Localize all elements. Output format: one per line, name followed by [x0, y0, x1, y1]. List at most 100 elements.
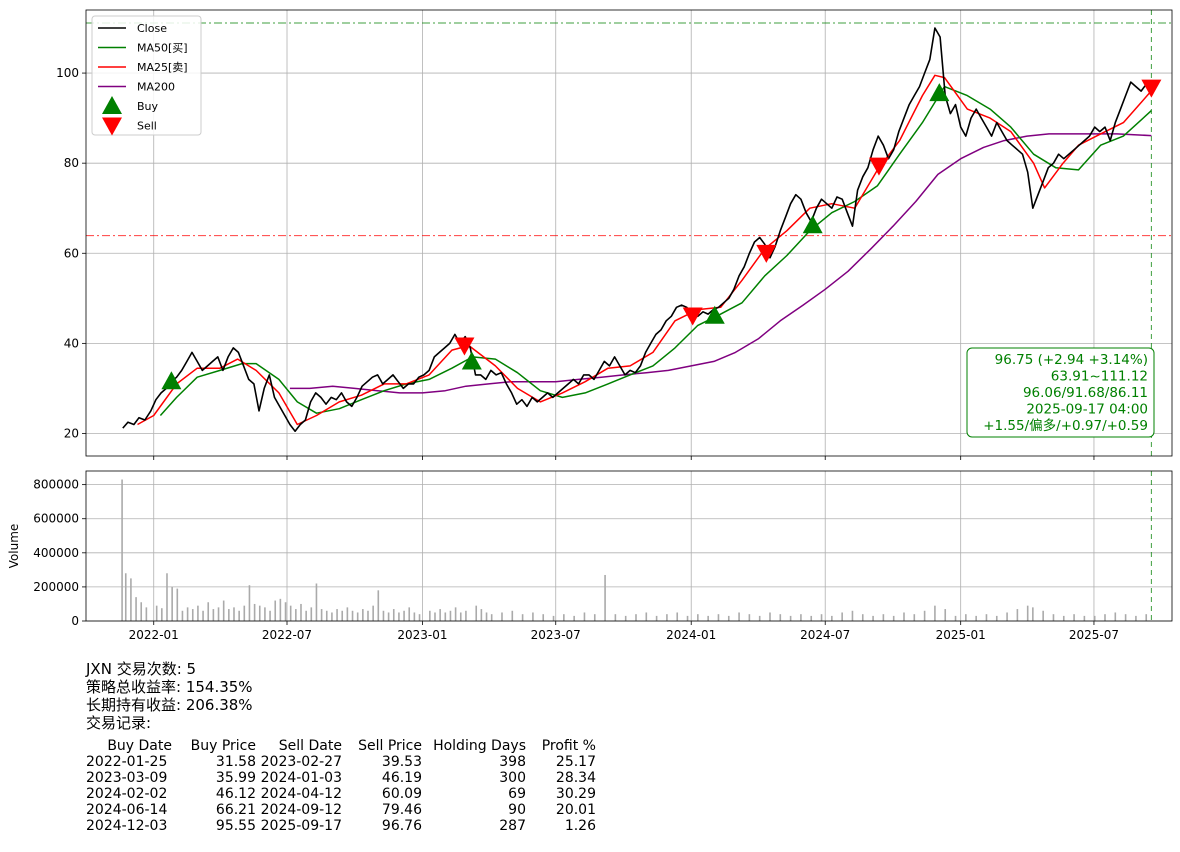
- volume-bar: [604, 574, 606, 621]
- volume-bar: [207, 602, 210, 621]
- volume-bar: [305, 610, 307, 621]
- volume-bar: [779, 614, 782, 621]
- volume-bar: [789, 615, 792, 621]
- records-title: 交易记录:: [86, 714, 152, 732]
- volume-bar: [1145, 614, 1148, 621]
- volume-bar: [872, 615, 874, 621]
- volume-bar: [279, 598, 282, 621]
- info-box-frame: [966, 347, 1155, 438]
- volume-bar: [444, 612, 447, 621]
- volume-bar: [1006, 612, 1008, 621]
- volume-bar: [1042, 610, 1044, 621]
- volume-bar: [387, 612, 390, 621]
- volume-bar: [1052, 614, 1055, 621]
- volume-bar: [697, 614, 699, 621]
- volume-bar: [325, 610, 328, 621]
- volume-bar: [748, 614, 751, 621]
- volume-bar: [248, 585, 251, 621]
- trade-cell: 1.26: [564, 818, 596, 834]
- trade-cell: 2024-04-12: [260, 786, 342, 802]
- trade-cell: 69: [508, 786, 526, 802]
- volume-bar: [145, 607, 148, 621]
- volume-bar: [1062, 615, 1065, 621]
- volume-bar: [140, 602, 143, 621]
- volume-bar: [367, 610, 369, 621]
- volume-bar: [655, 615, 658, 621]
- trade-cell: 90: [508, 802, 526, 818]
- volume-bar: [583, 612, 586, 621]
- info-box-line: 96.06/91.68/86.11: [1023, 385, 1148, 401]
- trade-cell: 39.53: [381, 754, 422, 770]
- volume-bar: [769, 612, 771, 621]
- volume-bar: [965, 614, 967, 621]
- sell-marker: [868, 157, 889, 176]
- buy-marker: [929, 83, 950, 102]
- volume-bar: [243, 605, 246, 621]
- volume-bar: [197, 605, 199, 621]
- volume-bar: [253, 603, 256, 621]
- volume-bar: [995, 615, 998, 621]
- volume-bar: [1114, 612, 1117, 621]
- trade-cell: 96.76: [381, 818, 422, 834]
- volume-bar: [944, 609, 947, 621]
- volume-bar: [645, 612, 648, 621]
- volume-bar: [336, 609, 338, 621]
- volume-bar: [166, 573, 168, 621]
- volume-bar: [362, 609, 364, 621]
- buy-marker: [704, 305, 725, 324]
- volume-bar: [459, 612, 462, 621]
- x-tick-label: 2022-01: [129, 628, 179, 642]
- volume-bar: [475, 605, 478, 621]
- trade-cell: 2023-03-09: [86, 770, 168, 786]
- trade-cell: 2023-02-27: [260, 754, 342, 770]
- trade-cell: 2024-09-12: [260, 802, 342, 818]
- volume-y-tick-label: 600000: [33, 512, 79, 526]
- volume-bar: [418, 614, 421, 621]
- volume-bar: [228, 609, 230, 621]
- volume-bar: [913, 614, 916, 621]
- col-holding-days: Holding Days: [433, 738, 526, 754]
- trade-cell: 2022-01-25: [86, 754, 168, 770]
- volume-bar: [392, 609, 395, 621]
- trade-cell: 2024-02-02: [86, 786, 168, 802]
- trade-cell: 30.29: [555, 786, 596, 802]
- legend: Close MA50[买] MA25[卖] MA200 Buy Sell: [91, 15, 202, 136]
- volume-bar: [1026, 605, 1029, 621]
- legend-frame: [91, 15, 202, 136]
- series-line-ma25: [137, 74, 1152, 426]
- stock-chart: 2022-01 2022-07 2023-01 2023-07 2024-01 2024-…: [7, 9, 1173, 642]
- volume-bar: [975, 615, 977, 621]
- volume-bar: [758, 615, 761, 621]
- price-y-tick-label: 20: [64, 426, 79, 440]
- volume-bar: [490, 614, 493, 621]
- volume-bar: [532, 612, 534, 621]
- volume-bar: [341, 610, 344, 621]
- volume-bar: [717, 614, 720, 621]
- volume-bar: [738, 612, 740, 621]
- info-box: 96.75 (+2.94 +3.14%)63.91~111.1296.06/91…: [966, 347, 1155, 438]
- trade-cell: 95.55: [215, 818, 256, 834]
- volume-bar: [135, 597, 137, 621]
- trade-row: 2022-01-25 31.58 2023-02-27 39.53 398 25.17: [86, 754, 596, 770]
- volume-bar: [233, 607, 235, 621]
- trade-cell: 2024-12-03: [86, 818, 168, 834]
- trade-table-header: Buy Date Buy Price Sell Date Sell Price …: [86, 738, 596, 754]
- volume-bar: [238, 610, 240, 621]
- price-y-tick-label: 80: [64, 156, 79, 170]
- volume-bar: [666, 614, 668, 621]
- volume-bar: [434, 612, 436, 621]
- volume-bar: [331, 612, 333, 621]
- volume-bar: [903, 612, 905, 621]
- trade-cell: 28.34: [555, 770, 596, 786]
- volume-bar: [810, 615, 813, 621]
- volume-bar: [346, 607, 349, 621]
- info-box-line: +1.55/偏多/+0.97/+0.59: [983, 417, 1148, 434]
- x-tick-label: 2024-07: [800, 628, 850, 642]
- trade-cell: 20.01: [555, 802, 596, 818]
- volume-bar: [1032, 607, 1034, 621]
- volume-bar: [707, 615, 709, 621]
- trade-row: 2024-12-03 95.55 2025-09-17 96.76 287 1.26: [86, 818, 596, 834]
- buy-marker: [461, 351, 482, 370]
- volume-bar: [264, 607, 266, 621]
- volume-bar: [727, 615, 730, 621]
